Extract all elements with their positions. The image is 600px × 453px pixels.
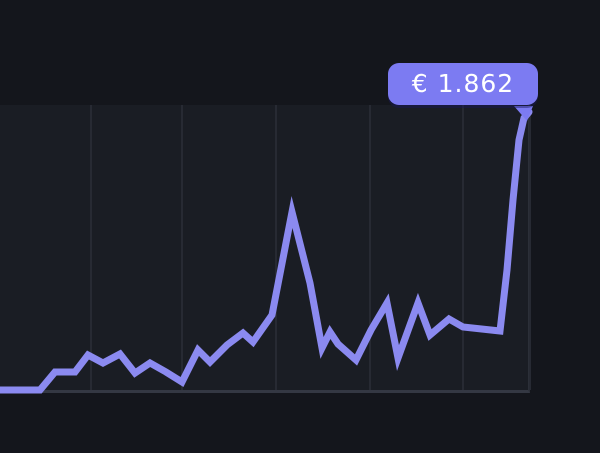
gridline (462, 105, 464, 390)
tooltip-pointer (514, 106, 533, 121)
gridline (275, 105, 277, 390)
gridline (90, 105, 92, 390)
gridline (529, 105, 531, 390)
price-tooltip: € 1.862 (388, 63, 538, 105)
price-line[interactable] (0, 108, 533, 394)
gridline (369, 105, 371, 390)
gridline (181, 105, 183, 390)
price-tooltip-value: € 1.862 (411, 68, 515, 98)
plot-area (0, 105, 531, 393)
